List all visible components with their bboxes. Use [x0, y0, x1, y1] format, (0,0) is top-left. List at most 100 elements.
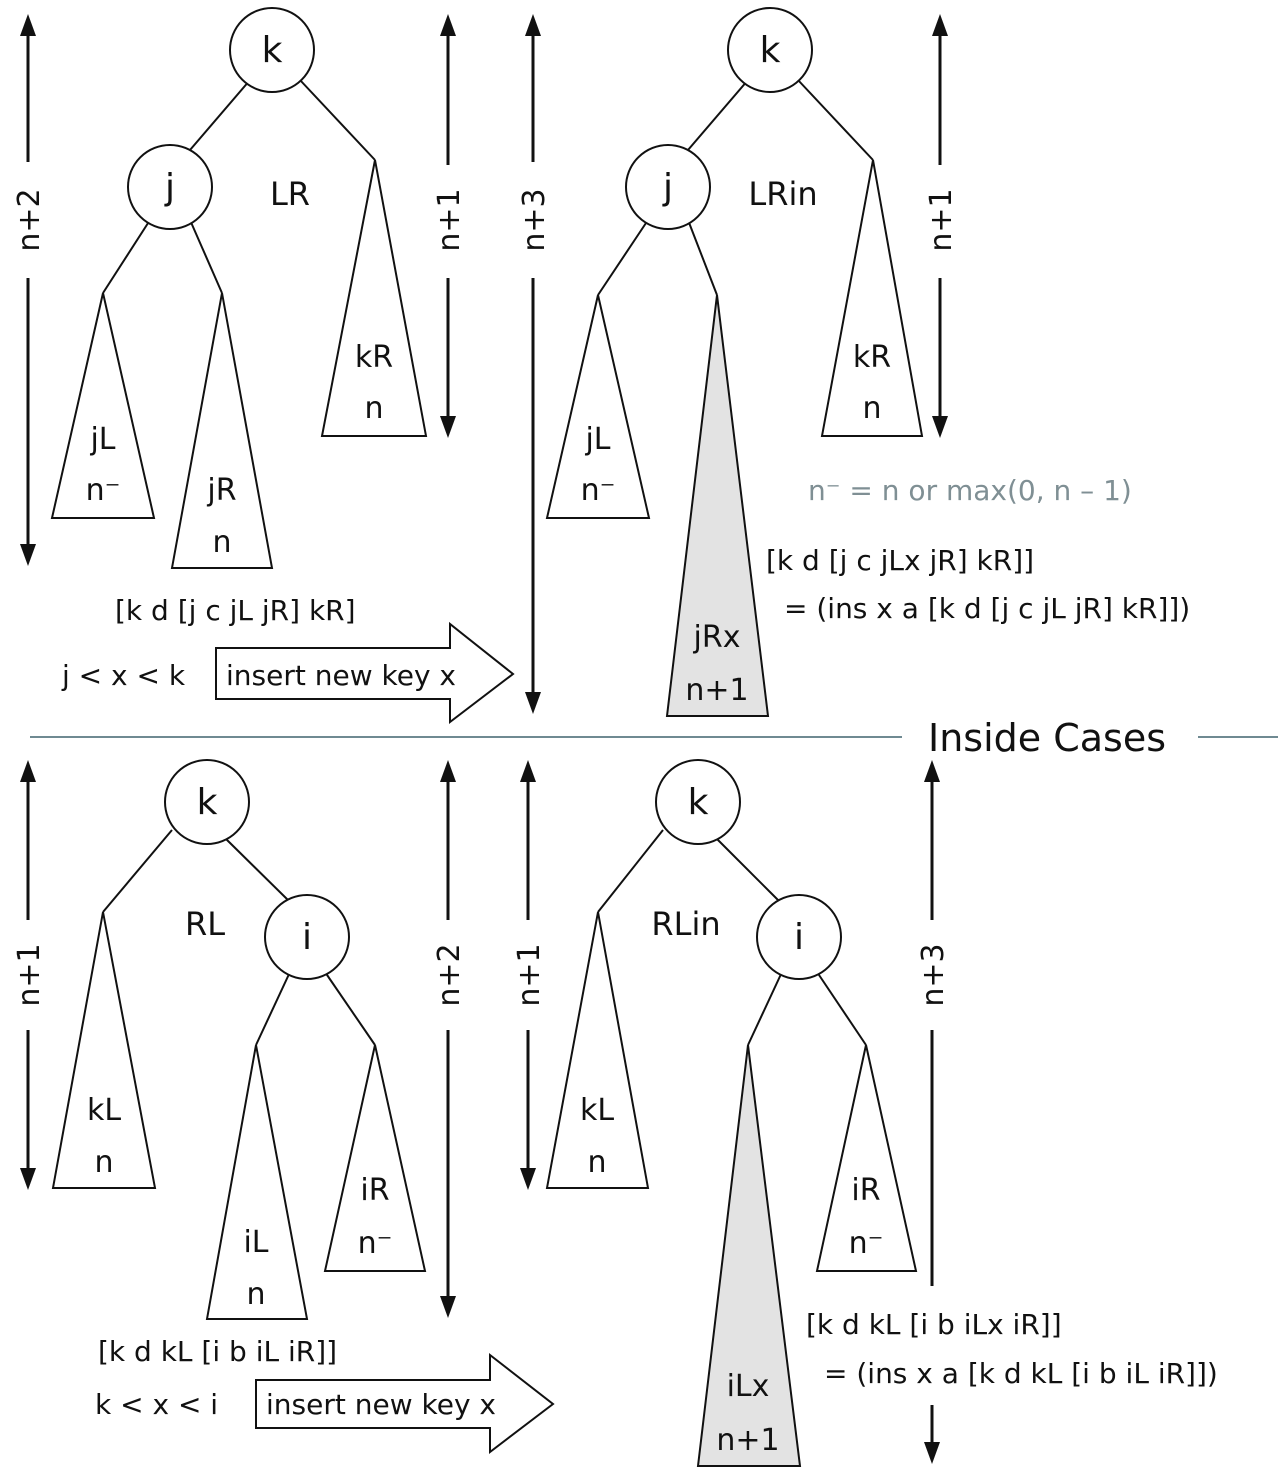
- node-k-label: k: [760, 30, 781, 71]
- subtree-jr-name: jR: [206, 473, 236, 508]
- n-minus-note: n⁻ = n or max(0, n – 1): [808, 474, 1132, 507]
- subtree-ir-height: n⁻: [849, 1226, 884, 1261]
- node-i: [264, 894, 350, 980]
- condition: j < x < k: [61, 659, 186, 692]
- condition: k < x < i: [95, 1388, 218, 1421]
- subtree-kl-name: kL: [87, 1093, 121, 1128]
- subtree-ir-name: iR: [360, 1173, 389, 1208]
- node-k: [229, 7, 315, 93]
- edge-j-jrx: [687, 219, 718, 296]
- height-arrow-total-down: [924, 1442, 940, 1464]
- subtree-jl-height: n⁻: [581, 473, 616, 508]
- subtree-jl: [545, 294, 651, 519]
- edge-k-kl: [597, 829, 664, 913]
- case-label: RLin: [651, 905, 720, 943]
- subtree-kl: [51, 911, 157, 1189]
- edge-k-kr: [299, 79, 376, 161]
- height-arrow-left-down: [20, 1168, 36, 1190]
- case-lrin: k j LRin jL n⁻ jRx n+1 kR n n+3 n+1 [k d…: [517, 7, 1190, 717]
- height-arrow-right-down: [932, 416, 948, 438]
- edge-i-ir: [816, 971, 867, 1046]
- height-arrow-total-down: [20, 544, 36, 566]
- subtree-ir-name: iR: [851, 1173, 880, 1208]
- section-title: Inside Cases: [928, 716, 1166, 760]
- node-k-label: k: [688, 782, 709, 823]
- edge-j-jr: [189, 219, 223, 294]
- edge-k-kl: [102, 829, 173, 913]
- height-arrow-total-up: [440, 760, 456, 782]
- subtree-il-name: iL: [243, 1225, 268, 1260]
- subtree-kr-height: n: [364, 391, 383, 426]
- height-arrow-total-down: [525, 692, 541, 714]
- height-right-label: n+1: [432, 188, 467, 251]
- subtree-jl-height: n⁻: [86, 473, 121, 508]
- height-left-label: n+1: [12, 943, 47, 1006]
- node-j-label: j: [662, 167, 673, 208]
- node-i-label: i: [302, 917, 312, 958]
- height-arrow-right-up: [440, 14, 456, 36]
- node-k-label: k: [197, 782, 218, 823]
- subtree-kl-height: n: [587, 1145, 606, 1180]
- height-total-label: n+2: [432, 943, 467, 1006]
- height-arrow-left-up: [520, 760, 536, 782]
- node-k: [655, 759, 741, 845]
- height-arrow-left-up: [20, 760, 36, 782]
- height-arrow-total-up: [924, 760, 940, 782]
- case-rlin: k i RLin kL n iLx n+1 iR n⁻ n+1 n+3 [k d…: [512, 759, 1218, 1467]
- subtree-ir: [323, 1044, 427, 1272]
- height-arrow-right-down: [440, 416, 456, 438]
- subtree-kl: [545, 911, 650, 1189]
- subtree-jr-height: n: [212, 525, 231, 560]
- insert-arrow: [215, 621, 515, 725]
- subtree-kl-name: kL: [580, 1093, 614, 1128]
- edge-k-i: [715, 837, 781, 903]
- subtree-jl-name: jL: [584, 422, 610, 457]
- node-j-label: j: [164, 167, 175, 208]
- subtree-jl: [50, 292, 156, 519]
- subtree-ilx-height: n+1: [716, 1423, 779, 1458]
- expression: [k d [j c jL jR] kR]: [115, 594, 356, 627]
- insert-arrow-label: insert new key x: [226, 659, 456, 692]
- edge-j-jl: [102, 219, 151, 294]
- height-total-label: n+3: [517, 188, 552, 251]
- case-label: LRin: [748, 175, 817, 213]
- subtree-kr: [820, 159, 924, 437]
- edge-i-ilx: [747, 971, 783, 1046]
- node-i-label: i: [794, 917, 804, 958]
- height-left-label: n+1: [512, 943, 547, 1006]
- node-k: [727, 7, 813, 93]
- expression-line-2: = (ins x a [k d [j c jL jR] kR]]): [784, 592, 1190, 625]
- edge-j-jl: [597, 219, 649, 296]
- case-label: RL: [185, 905, 225, 943]
- subtree-kr-name: kR: [355, 340, 393, 375]
- insert-arrow: [255, 1352, 555, 1455]
- subtree-ilx: [696, 1044, 802, 1467]
- node-k: [164, 759, 250, 845]
- subtree-il: [205, 1044, 309, 1320]
- subtree-jrx-name: jRx: [693, 620, 741, 655]
- edge-i-il: [255, 971, 291, 1046]
- node-j: [127, 144, 213, 230]
- case-rl: k i RL kL n iL n iR n⁻ n+1 n+2 [k d kL […: [12, 759, 555, 1455]
- expression: [k d kL [i b iL iR]]: [98, 1335, 337, 1368]
- edge-k-i: [224, 837, 291, 903]
- expression-line-2: = (ins x a [k d kL [i b iL iR]]): [824, 1357, 1218, 1390]
- case-label: LR: [270, 175, 310, 213]
- height-total-label: n+2: [12, 188, 47, 251]
- subtree-jl-name: jL: [89, 422, 115, 457]
- height-arrow-total-up: [20, 14, 36, 36]
- height-arrow-total-up: [525, 14, 541, 36]
- subtree-ir-height: n⁻: [358, 1226, 393, 1261]
- case-lr: k j LR jL n⁻ jR n kR n n+2 n+1 [k d [j c…: [12, 7, 515, 725]
- subtree-il-height: n: [246, 1277, 265, 1312]
- insert-arrow-label: insert new key x: [266, 1388, 496, 1421]
- height-right-label: n+1: [924, 188, 959, 251]
- expression-line-1: [k d [j c jLx jR] kR]]: [766, 544, 1034, 577]
- node-j: [625, 144, 711, 230]
- section-divider: Inside Cases: [30, 716, 1278, 760]
- height-arrow-right-up: [932, 14, 948, 36]
- subtree-jrx-height: n+1: [685, 673, 748, 708]
- subtree-kr-name: kR: [853, 340, 891, 375]
- subtree-kl-height: n: [94, 1145, 113, 1180]
